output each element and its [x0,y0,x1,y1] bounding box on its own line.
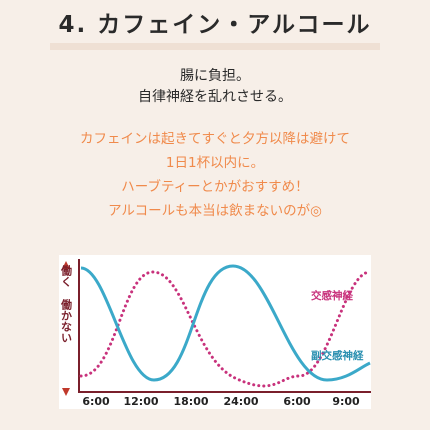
page-title: 4. カフェイン・アルコール [50,10,380,51]
x-tick-label: 18:00 [173,395,208,408]
parasympathetic-label: 副交感神経 [311,349,364,362]
advice-line-1: カフェインは起きてすぐと夕方以降は避けて [80,131,350,147]
y-bottom-label: 働かない [60,298,74,343]
advice-line-3: ハーブティーとかがおすすめ！ [121,179,309,195]
x-tick-label: 9:00 [332,395,360,408]
diagram-svg: 働く 働かない 交感神経 副交感神経 6:00 12:00 18:00 24:0… [60,259,371,408]
sympathetic-label: 交感神経 [311,289,353,302]
intro-text: 腸に負担。 自律神経を乱れさせる。 [0,66,430,108]
y-axis-up-arrow-icon [62,261,70,269]
intro-line-2: 自律神経を乱れさせる。 [138,89,292,105]
sympathetic-curve [79,270,371,388]
title-area: 4. カフェイン・アルコール [0,8,430,52]
intro-line-1: 腸に負担。 [180,68,250,84]
autonomic-nerve-diagram: 働く 働かない 交感神経 副交感神経 6:00 12:00 18:00 24:0… [59,255,371,409]
y-top-label: 働く [60,264,74,287]
parasympathetic-curve [80,264,371,382]
x-tick-label: 24:00 [223,395,258,408]
advice-line-2: 1日1杯以内に。 [165,155,265,171]
advice-line-4: アルコールも本当は飲まないのが◎ [108,203,322,219]
y-axis-down-arrow-icon [62,388,70,396]
advice-text: カフェインは起きてすぐと夕方以降は避けて 1日1杯以内に。 ハーブティーとかがお… [0,127,430,223]
x-tick-label: 12:00 [123,395,158,408]
x-tick-label: 6:00 [82,395,110,408]
x-tick-label: 6:00 [283,395,311,408]
